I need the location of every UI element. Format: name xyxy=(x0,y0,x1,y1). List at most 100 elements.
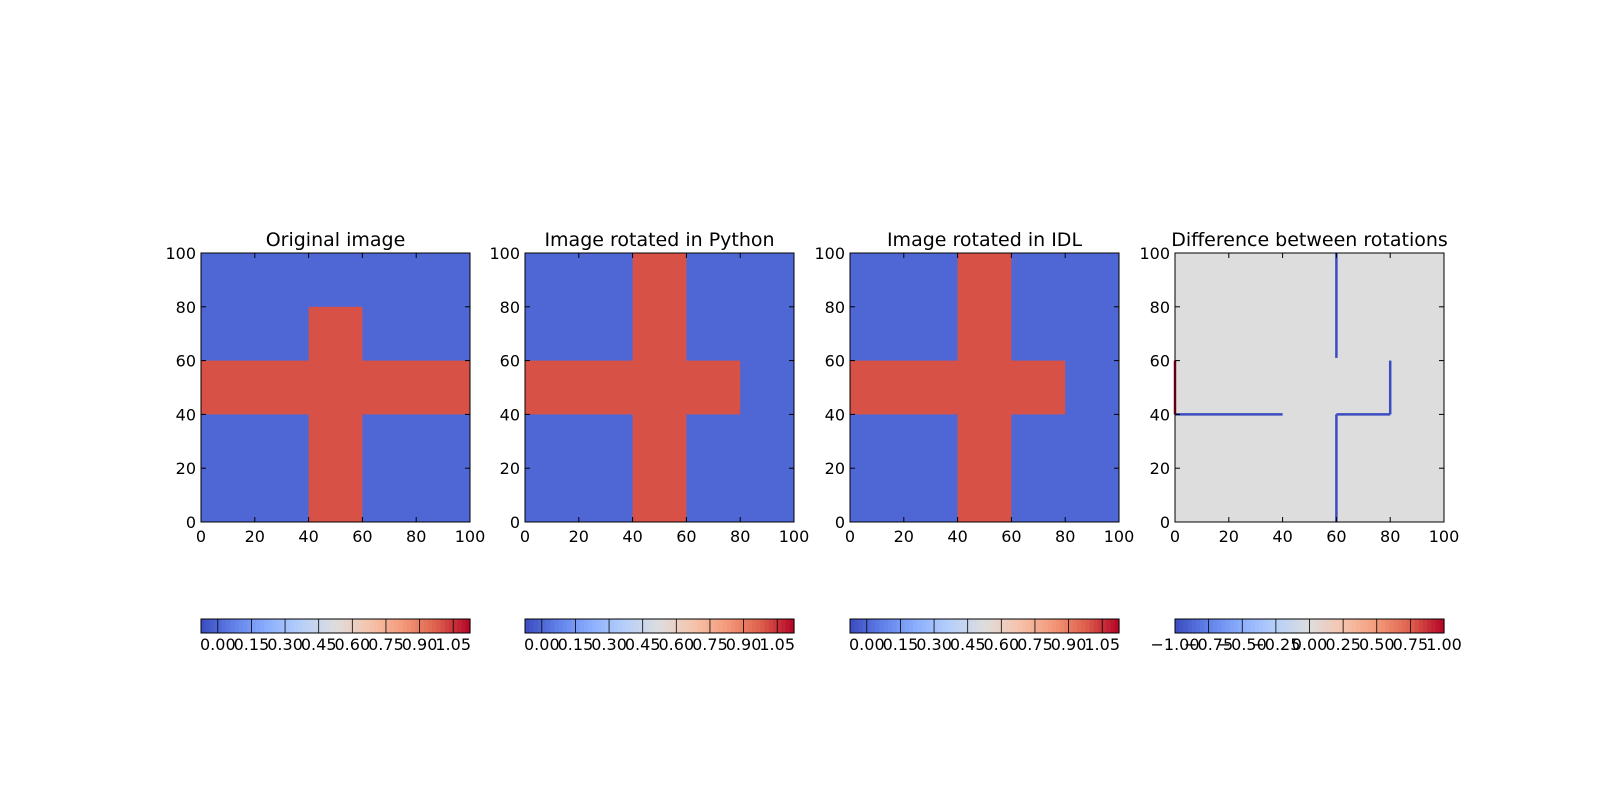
colorbar-segment xyxy=(1051,619,1057,633)
colorbar-segment xyxy=(1347,619,1353,633)
colorbar-tick-label: 0.30 xyxy=(916,635,952,654)
colorbar-segment xyxy=(908,619,914,633)
colorbar-segment xyxy=(419,619,425,633)
x-tick-label: 0 xyxy=(196,527,206,546)
colorbar-segment xyxy=(1238,619,1243,633)
colorbar-segment xyxy=(1422,619,1428,633)
colorbar-tick-label: 0.60 xyxy=(335,635,371,654)
colorbar-segment xyxy=(871,619,876,633)
colorbar-segment xyxy=(264,619,269,633)
colorbar-segment xyxy=(243,619,248,633)
panel-title: Image rotated in Python xyxy=(544,229,774,251)
colorbar-segment xyxy=(997,619,1002,633)
colorbar-segment xyxy=(1301,619,1306,633)
colorbar-segment xyxy=(1208,619,1214,633)
colorbar-segment xyxy=(772,619,778,633)
colorbar-tick-label: 0.90 xyxy=(402,635,438,654)
colorbar-segment xyxy=(550,619,556,633)
colorbar-segment xyxy=(777,619,782,633)
colorbar-tick-label: 0.50 xyxy=(1359,635,1395,654)
colorbar-segment xyxy=(925,619,931,633)
colorbar-segment xyxy=(980,619,986,633)
colorbar-segment xyxy=(390,619,395,633)
colorbar-tick-label: 0.90 xyxy=(726,635,762,654)
colorbar-segment xyxy=(850,619,855,633)
colorbar-segment xyxy=(1064,619,1070,633)
colorbar-segment xyxy=(268,619,274,633)
x-tick-label: 60 xyxy=(352,527,372,546)
colorbar-segment xyxy=(558,619,564,633)
colorbar-segment xyxy=(1410,619,1416,633)
colorbar-tick-label: 0.75 xyxy=(1393,635,1429,654)
colorbar-segment xyxy=(1039,619,1044,633)
colorbar-segment xyxy=(1296,619,1302,633)
colorbar-segment xyxy=(1435,619,1441,633)
colorbar-segment xyxy=(562,619,568,633)
colorbar-segment xyxy=(314,619,320,633)
colorbar-segment xyxy=(226,619,232,633)
colorbar-tick-label: 0.60 xyxy=(659,635,695,654)
colorbar-segment xyxy=(904,619,910,633)
axes-frame xyxy=(524,252,795,523)
colorbar-segment xyxy=(1338,619,1344,633)
colorbar-segment xyxy=(1055,619,1061,633)
x-tick-label: 40 xyxy=(298,527,318,546)
colorbar-tick-label: 0.30 xyxy=(591,635,627,654)
colorbar-segment xyxy=(959,619,965,633)
colorbar-segment xyxy=(722,619,728,633)
colorbar-segment xyxy=(402,619,408,633)
colorbar-segment xyxy=(339,619,345,633)
colorbar-segment xyxy=(209,619,215,633)
colorbar-segment xyxy=(655,619,661,633)
colorbar-segment xyxy=(642,619,648,633)
colorbar-segment xyxy=(596,619,602,633)
colorbar-segment xyxy=(1288,619,1294,633)
colorbar-segment xyxy=(1009,619,1015,633)
colorbar-segment xyxy=(747,619,753,633)
colorbar-segment xyxy=(1183,619,1189,633)
colorbar-segment xyxy=(1418,619,1424,633)
colorbar-segment xyxy=(971,619,977,633)
colorbar-segment xyxy=(883,619,889,633)
colorbar-segment xyxy=(238,619,244,633)
y-tick-label: 20 xyxy=(500,459,520,478)
colorbar-segment xyxy=(1106,619,1112,633)
colorbar-segment xyxy=(1196,619,1201,633)
y-tick-label: 0 xyxy=(1160,513,1170,532)
y-tick-label: 60 xyxy=(825,352,845,371)
colorbar-segment xyxy=(1313,619,1319,633)
colorbar-segment xyxy=(735,619,740,633)
colorbar-segment xyxy=(638,619,644,633)
x-tick-label: 40 xyxy=(947,527,967,546)
colorbar-segment xyxy=(293,619,299,633)
colorbar-segment xyxy=(760,619,766,633)
panel-1: Original image 0 20 40 60 80 100 0 20 40 60 80 100 0.… xyxy=(165,229,485,654)
y-tick-label: 20 xyxy=(176,459,196,478)
colorbar-segment xyxy=(676,619,682,633)
colorbar-segment xyxy=(1026,619,1032,633)
colorbar-segment xyxy=(934,619,939,633)
colorbar-segment xyxy=(1263,619,1269,633)
colorbar-segment xyxy=(988,619,994,633)
colorbar-segment xyxy=(900,619,906,633)
colorbar-segment xyxy=(1431,619,1437,633)
colorbar-segment xyxy=(709,619,715,633)
colorbar-segment xyxy=(217,619,223,633)
colorbar-segment xyxy=(1250,619,1256,633)
colorbar-segment xyxy=(1018,619,1023,633)
colorbar-segment xyxy=(1380,619,1386,633)
colorbar-tick-label: 0.00 xyxy=(1292,635,1328,654)
colorbar-segment xyxy=(929,619,935,633)
axes-frame xyxy=(200,252,471,523)
colorbar-segment xyxy=(213,619,219,633)
colorbar-segment xyxy=(436,619,442,633)
colorbar-segment xyxy=(352,619,358,633)
colorbar-segment xyxy=(1212,619,1218,633)
colorbar-segment xyxy=(862,619,868,633)
colorbar-segment xyxy=(1355,619,1361,633)
colorbar-segment xyxy=(651,619,656,633)
colorbar-segment xyxy=(205,619,211,633)
colorbar-segment xyxy=(854,619,860,633)
colorbar-segment xyxy=(726,619,732,633)
